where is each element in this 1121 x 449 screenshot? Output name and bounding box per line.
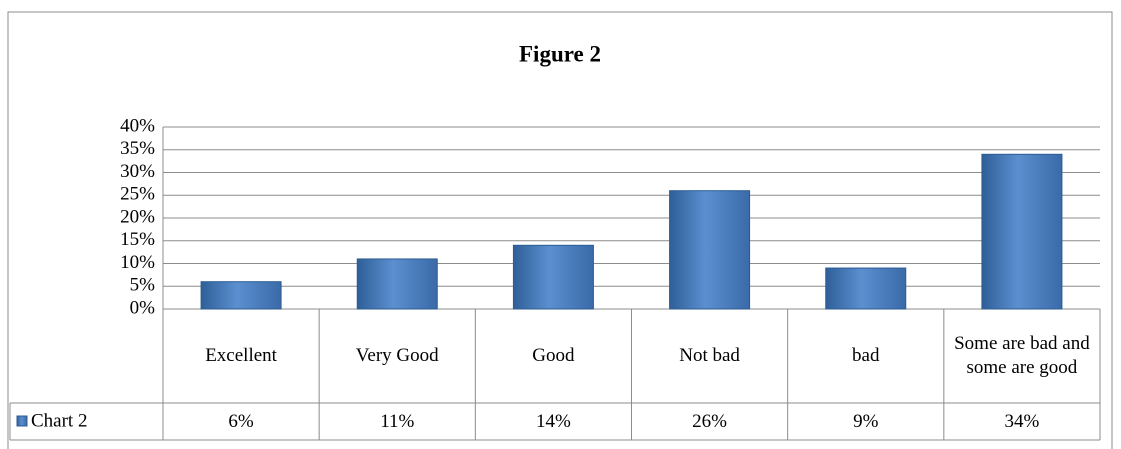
category-cell: Very Good <box>355 345 439 366</box>
bar <box>981 153 1063 310</box>
category-cell: Not bad <box>679 345 740 366</box>
x-tick-label: bad <box>852 345 880 366</box>
legend-label: Chart 2 <box>31 410 87 431</box>
y-tick-label: 5% <box>130 275 156 296</box>
y-tick-label: 15% <box>120 229 155 250</box>
x-tick-label: Not bad <box>679 345 740 366</box>
y-tick-label: 20% <box>120 206 155 227</box>
chart-frame <box>7 11 1113 449</box>
y-tick-label: 10% <box>120 252 155 273</box>
data-label: 11% <box>380 411 414 432</box>
data-label: 6% <box>228 411 254 432</box>
data-label: 14% <box>536 411 571 432</box>
bar <box>356 258 438 310</box>
y-tick-label: 40% <box>120 115 155 136</box>
x-tick-label: Very Good <box>355 345 439 366</box>
category-cell: Good <box>532 345 575 366</box>
category-cell: Some are bad and some are good <box>954 333 1090 378</box>
data-label: 34% <box>1005 411 1040 432</box>
y-tick-label: 25% <box>120 184 155 205</box>
y-tick-label: 0% <box>130 297 156 318</box>
category-cell: bad <box>852 345 880 366</box>
category-cell: Excellent <box>205 345 277 366</box>
x-tick-label: Some are bad and some are good <box>954 333 1090 378</box>
x-tick-label: Excellent <box>205 345 277 366</box>
chart-title: Figure 2 <box>519 41 601 66</box>
data-label: 26% <box>692 411 727 432</box>
data-label: 9% <box>853 411 879 432</box>
bar <box>825 267 907 310</box>
bar <box>512 244 594 310</box>
legend-key <box>16 415 28 427</box>
bar <box>669 190 751 310</box>
y-tick-label: 30% <box>120 161 155 182</box>
y-tick-label: 35% <box>120 138 155 159</box>
x-tick-label: Good <box>532 345 575 366</box>
bar <box>200 281 282 310</box>
